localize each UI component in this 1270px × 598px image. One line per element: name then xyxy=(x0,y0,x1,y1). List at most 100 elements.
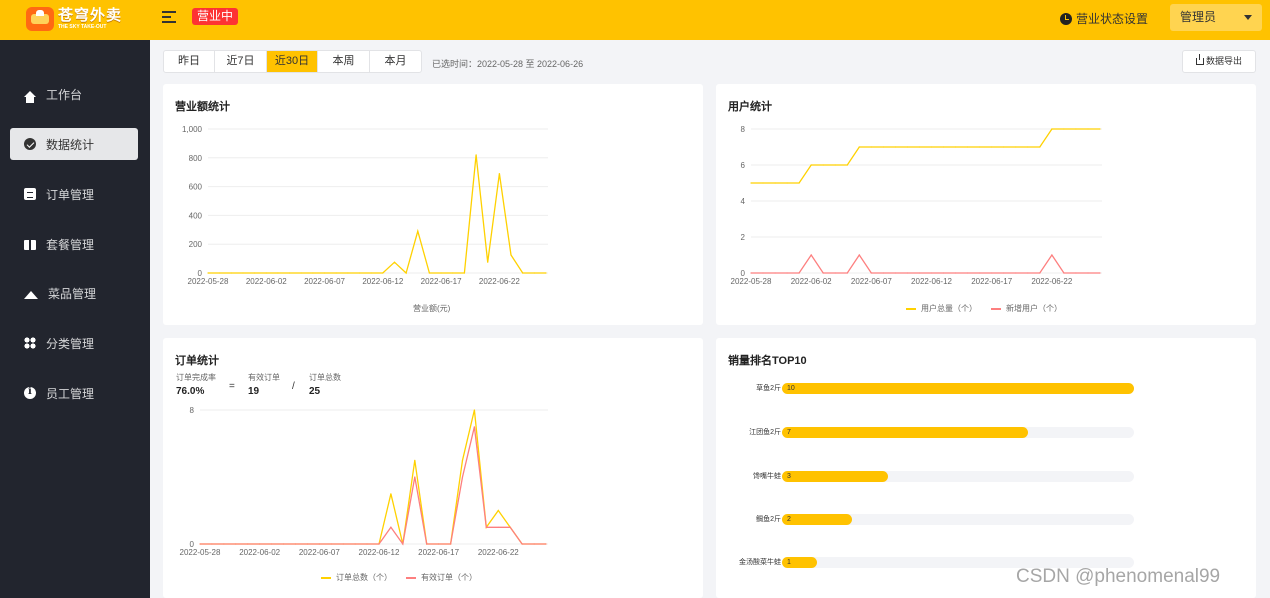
sidebar-item-categories[interactable]: 分类管理 xyxy=(10,327,138,359)
top10-row: 鲷鱼2斤 2 xyxy=(716,514,1256,526)
orders-legend: 订单总数（个） 有效订单（个） xyxy=(321,572,491,583)
data-point xyxy=(545,543,547,545)
top-header: 苍穹外卖 THE SKY TAKE-OUT 营业中 营业状态设置 管理员 xyxy=(0,0,1270,40)
top10-item-name: 江团鱼2斤 xyxy=(749,429,781,436)
export-button[interactable]: 数据导出 xyxy=(1182,50,1256,73)
data-point xyxy=(1003,272,1005,274)
legend-item: 新增用户（个） xyxy=(991,303,1062,314)
sidebar-item-workbench[interactable]: 工作台 xyxy=(10,78,138,110)
data-point xyxy=(254,272,256,274)
data-point xyxy=(452,272,454,274)
tab-yesterday[interactable]: 昨日 xyxy=(164,51,215,72)
data-point xyxy=(324,272,326,274)
turnover-legend: 营业额(元) xyxy=(413,303,450,314)
x-tick-label: 2022-06-12 xyxy=(362,277,403,286)
orders-title: 订单统计 xyxy=(175,355,219,367)
series-line xyxy=(200,426,546,546)
top10-item-name: 馋嘴牛蛙 xyxy=(753,473,781,480)
top10-bar xyxy=(782,557,818,568)
sidebar: 工作台 数据统计 订单管理 套餐管理 菜品管理 分类管理 员工管理 xyxy=(0,40,150,598)
user-dropdown[interactable]: 管理员 xyxy=(1170,4,1262,31)
data-point xyxy=(870,272,872,274)
menu-toggle-icon[interactable] xyxy=(162,11,176,24)
top10-bar-track: 7 xyxy=(782,427,1134,438)
sidebar-item-staff[interactable]: 员工管理 xyxy=(10,377,138,409)
top10-bar-value: 2 xyxy=(787,516,791,523)
top10-row: 江团鱼2斤 7 xyxy=(716,427,1256,439)
legend-total-users: 用户总量（个） xyxy=(921,304,977,313)
data-point xyxy=(906,272,908,274)
data-point xyxy=(1051,128,1053,130)
data-point xyxy=(930,146,933,148)
data-point xyxy=(930,272,933,274)
data-point xyxy=(223,543,225,545)
sidebar-item-combos[interactable]: 套餐管理 xyxy=(10,228,138,260)
data-point xyxy=(475,154,477,156)
data-point xyxy=(822,164,824,166)
data-point xyxy=(402,543,404,545)
data-point xyxy=(834,272,836,274)
sidebar-item-dishes[interactable]: 菜品管理 xyxy=(10,277,138,309)
data-point xyxy=(798,272,800,274)
y-tick-label: 400 xyxy=(189,211,203,220)
logo[interactable]: 苍穹外卖 THE SKY TAKE-OUT xyxy=(26,4,126,34)
data-point xyxy=(282,543,285,545)
data-point xyxy=(473,426,475,428)
x-tick-label: 2022-05-28 xyxy=(188,277,229,286)
data-point xyxy=(1087,128,1089,130)
tab-last-7-days[interactable]: 近7日 xyxy=(215,51,267,72)
x-tick-label: 2022-06-02 xyxy=(246,277,287,286)
total-orders: 订单总数 25 xyxy=(309,372,341,397)
y-tick-label: 2 xyxy=(741,233,746,242)
y-tick-label: 1,000 xyxy=(182,125,203,134)
total-orders-label: 订单总数 xyxy=(309,373,341,382)
data-point xyxy=(943,272,945,274)
x-tick-label: 2022-06-22 xyxy=(1031,277,1072,286)
y-tick-label: 4 xyxy=(741,197,746,206)
data-point xyxy=(774,182,776,184)
data-point xyxy=(906,146,908,148)
turnover-panel: 营业额统计 0 200 400 600 800 1,000 2022-05-28 2022-0… xyxy=(163,84,703,325)
data-point xyxy=(450,543,452,545)
x-tick-label: 2022-06-17 xyxy=(971,277,1012,286)
data-point xyxy=(417,230,419,232)
data-point xyxy=(390,526,392,528)
data-point xyxy=(461,459,464,461)
date-range-tabs: 昨日 近7日 近30日 本周 本月 xyxy=(163,50,422,73)
legend-turnover: 营业额(元) xyxy=(413,304,451,313)
completion-rate-value: 76.0% xyxy=(176,386,205,397)
data-point xyxy=(533,543,535,545)
top10-bar-track: 1 xyxy=(782,557,1134,568)
dish-icon xyxy=(24,291,38,299)
data-point xyxy=(750,272,752,274)
users-chart: 0 2 4 6 8 2022-05-28 2022-06-02 2022-06-07 2022-… xyxy=(731,125,1102,286)
data-point xyxy=(1075,128,1077,130)
selected-time: 已选时间：2022-05-28 至 2022-06-26 xyxy=(432,59,584,69)
shop-status-button[interactable]: 营业状态设置 xyxy=(1060,10,1148,27)
x-tick-label: 2022-05-28 xyxy=(731,277,772,286)
export-label: 数据导出 xyxy=(1205,56,1242,66)
data-point xyxy=(463,272,465,274)
status-badge: 营业中 xyxy=(192,8,239,25)
legend-item: 有效订单（个） xyxy=(406,572,477,583)
sidebar-item-statistics[interactable]: 数据统计 xyxy=(10,128,138,160)
sidebar-item-label: 套餐管理 xyxy=(46,237,95,252)
top10-item-name: 金汤酸菜牛蛙 xyxy=(739,559,781,566)
top10-bar-value: 1 xyxy=(787,559,791,566)
x-tick-label: 2022-06-02 xyxy=(791,277,832,286)
top10-bar xyxy=(782,383,1134,394)
x-tick-label: 2022-06-17 xyxy=(418,548,459,557)
data-point xyxy=(211,543,213,545)
sidebar-item-label: 数据统计 xyxy=(46,137,95,152)
top10-item-name: 鲷鱼2斤 xyxy=(756,516,781,523)
sidebar-item-orders[interactable]: 订单管理 xyxy=(10,178,138,210)
x-tick-label: 2022-06-17 xyxy=(421,277,462,286)
legend-item: 用户总量（个） xyxy=(906,303,977,314)
tab-this-week[interactable]: 本周 xyxy=(318,51,370,72)
valid-orders-value: 19 xyxy=(248,386,260,397)
data-point xyxy=(1039,272,1041,274)
tab-last-30-days[interactable]: 近30日 xyxy=(267,51,318,72)
tab-this-month[interactable]: 本月 xyxy=(384,55,407,67)
data-point xyxy=(277,272,279,274)
data-point xyxy=(894,272,896,274)
